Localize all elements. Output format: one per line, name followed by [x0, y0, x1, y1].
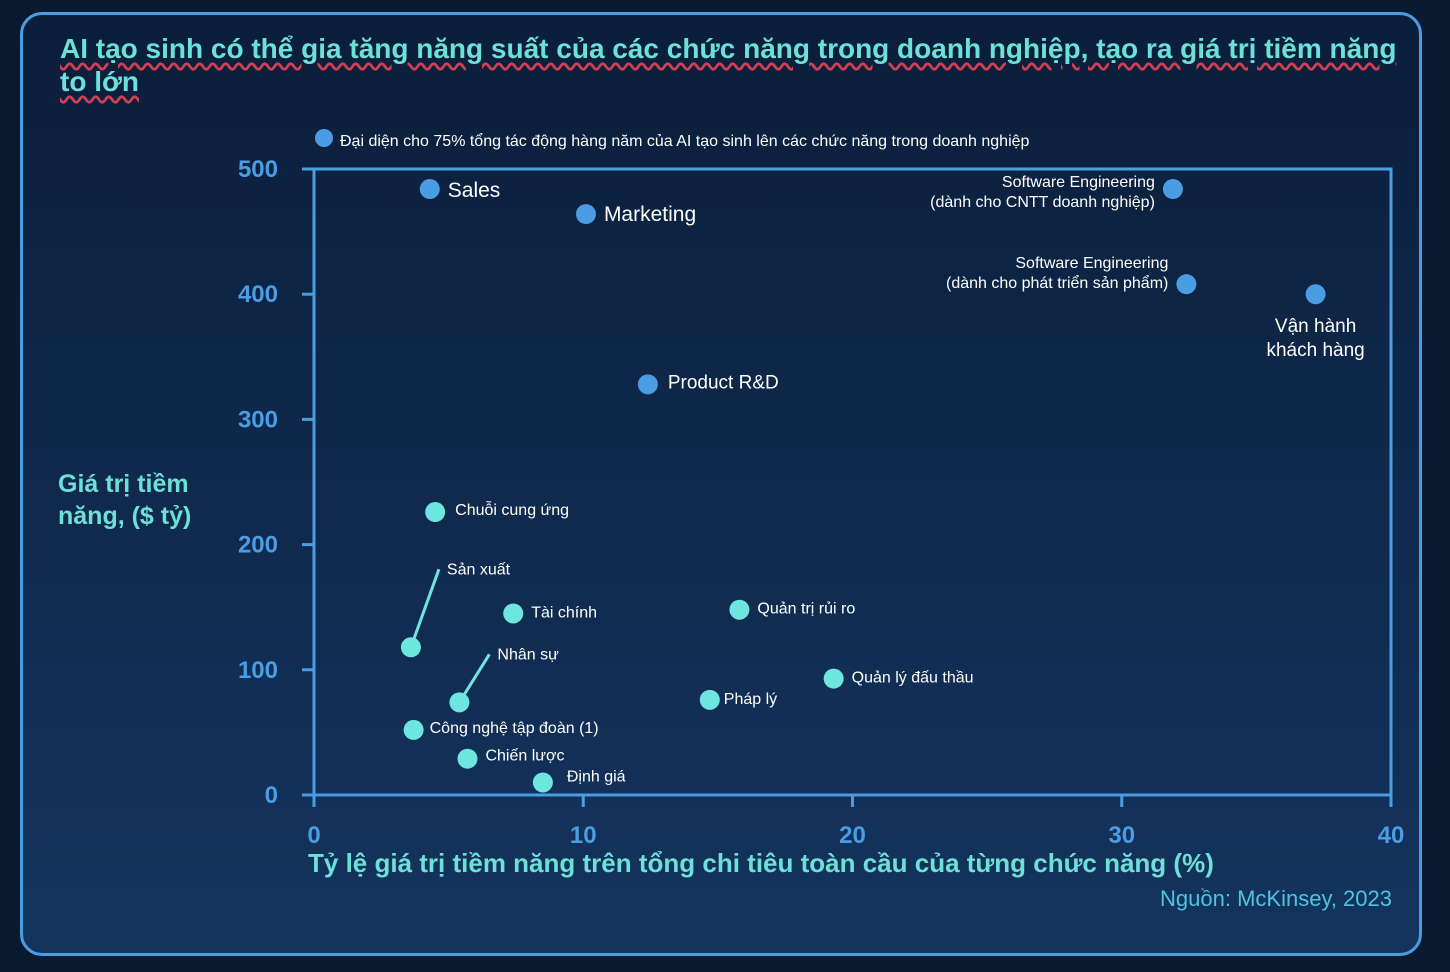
point-label: Software Engineering (dành cho CNTT doanh…: [930, 174, 1155, 211]
legend-text: Đại diện cho 75% tổng tác động hàng năm …: [340, 132, 1030, 150]
data-point: [532, 772, 553, 793]
data-point: [403, 719, 424, 740]
point-label: Vận hành khách hàng: [1266, 316, 1364, 361]
data-point: [1162, 179, 1183, 200]
x-axis-label: Tỷ lệ giá trị tiềm năng trên tổng chi ti…: [308, 848, 1214, 878]
point-label: Quản lý đấu thầu: [852, 670, 974, 687]
point-label: Chuỗi cung ứng: [455, 500, 569, 519]
legend-marker: [315, 129, 333, 147]
x-tick-label: 0: [307, 822, 320, 849]
y-tick-label: 500: [238, 156, 278, 183]
point-label: Sales: [448, 179, 501, 202]
plot-area: [312, 167, 1393, 797]
point-label: Marketing: [604, 203, 696, 226]
point-label: Định giá: [567, 768, 626, 785]
chart-title: AI tạo sinh có thể gia tăng năng suất củ…: [60, 33, 1397, 97]
data-point: [449, 692, 470, 713]
point-label: Pháp lý: [724, 691, 777, 708]
y-tick-label: 0: [265, 782, 278, 809]
data-point: [729, 599, 750, 620]
point-label: Chiến lược: [485, 748, 564, 765]
data-point: [457, 748, 478, 769]
data-point: [419, 179, 440, 200]
x-tick-label: 10: [570, 822, 597, 849]
y-tick-label: 300: [238, 406, 278, 433]
point-label: Nhân sự: [497, 646, 559, 663]
source-note: Nguồn: McKinsey, 2023: [1160, 886, 1392, 911]
point-label: Tài chính: [531, 604, 597, 621]
data-point: [503, 603, 524, 624]
data-point: [1305, 284, 1326, 305]
data-point: [699, 689, 720, 710]
data-point: [823, 668, 844, 689]
x-tick-label: 30: [1108, 822, 1135, 849]
data-point: [575, 204, 596, 225]
data-point: [637, 374, 658, 395]
data-point: [400, 637, 421, 658]
point-label: Sản xuất: [447, 561, 511, 578]
x-tick-label: 20: [839, 822, 866, 849]
point-label: Quản trị rủi ro: [757, 601, 855, 618]
y-tick-label: 100: [238, 657, 278, 684]
point-label: Software Engineering (dành cho phát triển…: [946, 255, 1168, 292]
y-tick-label: 400: [238, 281, 278, 308]
point-label: Công nghệ tập đoàn (1): [430, 720, 599, 737]
point-label: Product R&D: [668, 372, 779, 393]
data-point: [425, 502, 446, 523]
leader-line: [409, 568, 441, 648]
data-point: [1176, 274, 1197, 295]
y-axis-label: Giá trị tiềm năng, ($ tỷ): [58, 470, 192, 530]
x-tick-label: 40: [1378, 822, 1405, 849]
y-tick-label: 200: [238, 532, 278, 559]
